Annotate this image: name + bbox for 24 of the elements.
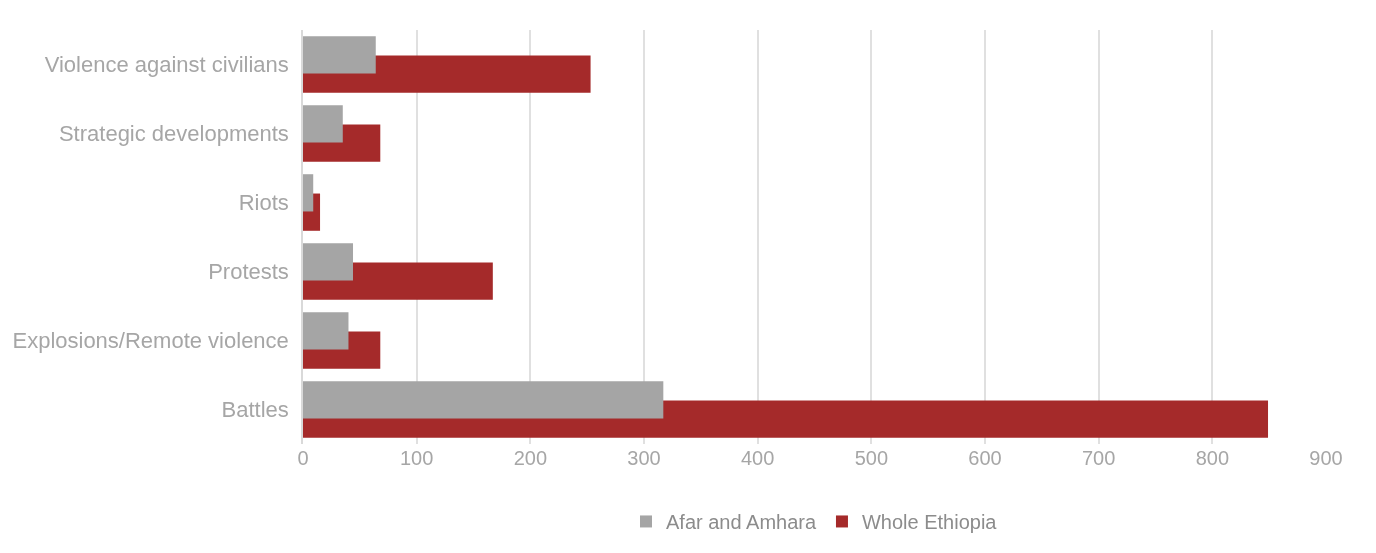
bar — [303, 381, 664, 419]
y-tick-label: Explosions/Remote violence — [12, 328, 289, 354]
x-tick-label: 100 — [399, 447, 434, 469]
legend-label: Whole Ethiopia — [861, 511, 998, 534]
bar — [303, 105, 343, 143]
bar — [303, 243, 354, 281]
y-tick-label: Violence against civilians — [44, 52, 289, 78]
x-tick-label: 600 — [968, 447, 1002, 469]
bar — [303, 36, 376, 74]
x-tick-label: 200 — [513, 447, 548, 469]
x-tick-label: 900 — [1309, 447, 1343, 469]
x-tick-label: 400 — [740, 447, 775, 469]
x-tick-label: 800 — [1195, 447, 1230, 469]
y-tick-label: Riots — [238, 190, 289, 216]
legend-label: Afar and Amhara — [666, 511, 817, 534]
x-tick-label: 300 — [627, 447, 661, 469]
bar — [303, 312, 349, 350]
y-tick-label: Strategic developments — [58, 121, 289, 147]
y-tick-label: Protests — [208, 259, 289, 285]
x-tick-label: 500 — [854, 447, 889, 469]
x-tick-label: 0 — [297, 447, 309, 469]
x-tick-label: 700 — [1081, 447, 1116, 469]
y-tick-label: Battles — [221, 397, 289, 423]
bar — [303, 174, 314, 212]
